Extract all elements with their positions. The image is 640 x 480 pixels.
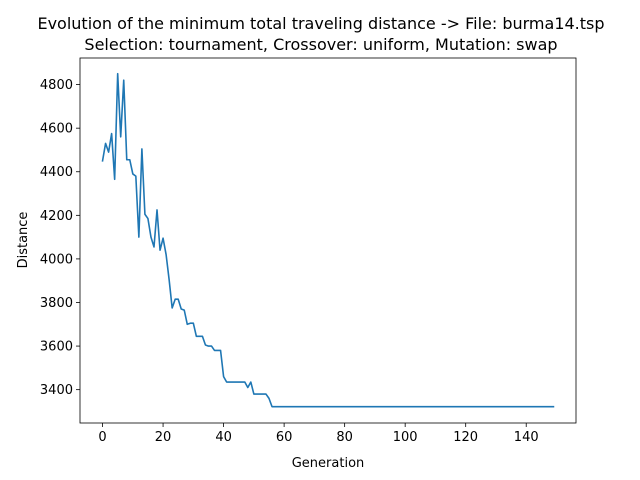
y-tick-label: 4000 [40, 252, 73, 267]
y-tick-label: 3600 [40, 340, 73, 355]
x-tick-label: 120 [453, 430, 478, 445]
y-tick-label: 4800 [40, 78, 73, 93]
x-tick-label: 40 [215, 430, 232, 445]
y-axis: 3400 3600 3800 4000 4200 4400 4600 4800 [40, 78, 80, 398]
x-tick-label: 100 [393, 430, 418, 445]
y-tick-label: 4200 [40, 209, 73, 224]
y-tick-label: 3800 [40, 296, 73, 311]
y-tick-label: 4400 [40, 165, 73, 180]
y-tick-label: 4600 [40, 122, 73, 137]
x-axis-label: Generation [292, 456, 365, 471]
x-tick-label: 80 [336, 430, 353, 445]
x-tick-label: 140 [514, 430, 539, 445]
x-tick-label: 20 [155, 430, 172, 445]
x-tick-label: 60 [276, 430, 293, 445]
series-line [101, 72, 555, 408]
x-tick-label: 0 [98, 430, 106, 445]
chart-title: Evolution of the minimum total traveling… [37, 14, 604, 33]
x-axis: 0 20 40 60 80 100 120 140 [98, 423, 539, 445]
plot-frame [79, 57, 577, 424]
y-axis-label: Distance [16, 212, 31, 269]
chart-subtitle: Selection: tournament, Crossover: unifor… [84, 35, 557, 54]
y-tick-label: 3400 [40, 383, 73, 398]
